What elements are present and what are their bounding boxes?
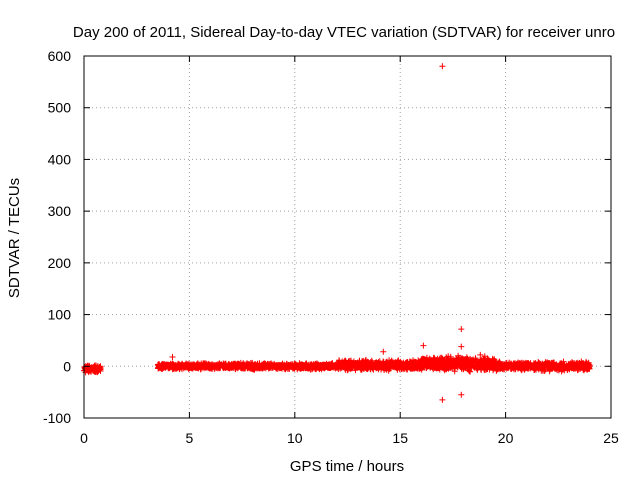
x-tick-label: 5: [186, 430, 194, 446]
data-point: [458, 326, 465, 333]
y-tick-label: -100: [43, 410, 71, 426]
data-point: [439, 63, 446, 70]
data-points: [81, 63, 593, 403]
y-tick-label: 300: [48, 203, 72, 219]
plot-area-frame: [83, 55, 612, 419]
x-tick-label: 0: [80, 430, 88, 446]
y-tick-label: 100: [48, 307, 72, 323]
tick-labels: 0 5 10 15 20 25 -100 0 100 200 300 400 500 600: [43, 48, 619, 446]
y-tick-label: 200: [48, 255, 72, 271]
y-tick-label: 500: [48, 100, 72, 116]
data-point: [477, 351, 484, 358]
y-tick-label: 600: [48, 48, 72, 64]
data-point: [420, 342, 427, 349]
x-tick-label: 15: [392, 430, 408, 446]
grid-lines: [84, 56, 611, 418]
data-point: [458, 343, 465, 350]
chart-title: Day 200 of 2011, Sidereal Day-to-day VTE…: [73, 24, 615, 41]
data-point-cluster: [334, 356, 425, 374]
data-point: [439, 396, 446, 403]
x-tick-label: 10: [287, 430, 303, 446]
axis-ticks: [83, 55, 612, 419]
y-axis-label: SDTVAR / TECUs: [6, 178, 23, 298]
data-point: [458, 391, 465, 398]
x-tick-label: 25: [603, 430, 619, 446]
data-point-cluster: [418, 352, 498, 375]
data-point-cluster: [81, 362, 104, 376]
data-point-cluster: [154, 359, 340, 373]
y-tick-label: 0: [63, 358, 71, 374]
x-axis-label: GPS time / hours: [290, 458, 404, 475]
data-point: [169, 354, 176, 360]
data-point: [380, 348, 387, 355]
y-tick-label: 400: [48, 151, 72, 167]
data-point-cluster: [492, 358, 593, 375]
x-tick-label: 20: [498, 430, 514, 446]
